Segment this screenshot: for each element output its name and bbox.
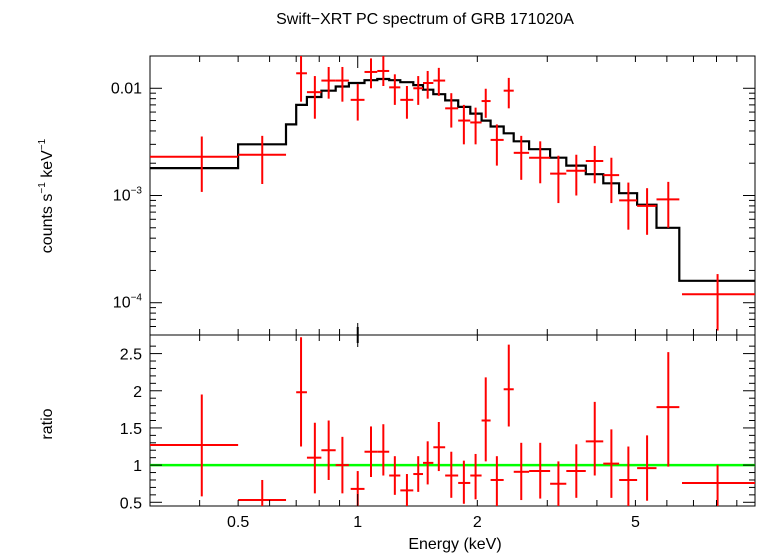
spectrum-data-point — [321, 66, 336, 99]
spectrum-data-point — [400, 86, 414, 119]
spectrum-data-point — [458, 104, 471, 145]
spectrum-data-point — [681, 274, 755, 331]
ratio-data-point — [585, 401, 604, 476]
spectrum-data-point — [585, 145, 604, 184]
ratio-data-point — [433, 421, 446, 472]
spectrum-data-point — [470, 107, 482, 145]
ratio-frame — [149, 334, 756, 507]
ratio-data-point — [364, 426, 378, 478]
ratio-data-point — [238, 479, 287, 506]
ratio-data-point — [619, 446, 638, 506]
spectrum-data-point — [389, 74, 401, 105]
ratio-y-tick-label: 2.5 — [120, 347, 142, 364]
x-axis-label: Energy (keV) — [408, 536, 501, 553]
ratio-y-tick-label: 2 — [133, 384, 142, 401]
ratio-data-point — [513, 442, 530, 501]
spectrum-data-point — [481, 88, 491, 118]
spectrum-data-point — [335, 66, 349, 102]
ratio-data-point — [400, 474, 414, 506]
spectrum-data-point — [238, 135, 287, 185]
spectrum-data-point — [413, 76, 424, 105]
ratio-data-point — [566, 444, 586, 498]
ratio-data-point — [150, 394, 239, 497]
ratio-data-point — [550, 461, 567, 506]
spectrum-data-point — [423, 70, 434, 99]
ratio-data-point — [458, 460, 471, 504]
ratio-data-point — [321, 420, 336, 480]
ratio-data-point — [445, 451, 459, 498]
ratio-data-point — [503, 344, 514, 427]
spectrum-data-point — [433, 67, 446, 96]
x-tick-label: 0.5 — [227, 514, 249, 531]
spectrum-data-point — [364, 58, 378, 89]
ratio-data-point — [335, 436, 349, 494]
y-axis-label-ratio: ratio — [39, 408, 56, 439]
spectrum-data-point — [445, 93, 459, 128]
spectrum-data-point — [306, 76, 322, 119]
ratio-panel: 0.5 1 1.5 2 2.5 0.5 1 2 5 — [120, 334, 756, 531]
y-axis-label-spectrum: counts s−1 keV−1 — [37, 138, 56, 253]
x-tick-label: 2 — [473, 514, 482, 531]
spectrum-data-point — [503, 77, 514, 109]
spectrum-data-point — [350, 83, 365, 121]
ratio-data-point — [656, 352, 680, 467]
ratio-data-point — [423, 441, 434, 485]
spectrum-data-point — [550, 155, 567, 204]
ratio-y-tick-label: 1 — [133, 458, 142, 475]
ratio-data-point — [306, 422, 322, 494]
spectrum-data-point — [656, 181, 680, 228]
spectrum-data-point — [296, 56, 307, 102]
spectrum-data-point — [619, 182, 638, 230]
spectrum-y-tick-label: 0.01 — [111, 80, 142, 97]
spectrum-frame — [149, 55, 756, 336]
spectrum-data-point — [513, 135, 530, 180]
spectrum-data-point — [603, 157, 620, 204]
spectrum-panel: 0.01 10−3 10−4 — [111, 55, 756, 343]
ratio-data-point — [481, 377, 491, 462]
spectrum-data-point — [150, 136, 239, 192]
spectrum-y-tick-label: 10−3 — [113, 186, 143, 205]
spectrum-data-point — [529, 141, 551, 184]
ratio-data-point — [603, 429, 620, 498]
x-tick-label: 1 — [353, 514, 362, 531]
spectrum-data-point — [490, 124, 504, 166]
ratio-data-point — [296, 337, 307, 447]
spectrum-y-tick-label: 10−4 — [113, 293, 143, 312]
spectrum-data-point — [566, 154, 586, 196]
ratio-data-point — [470, 453, 482, 500]
ratio-data-point — [637, 435, 657, 501]
ratio-y-tick-label: 1.5 — [120, 421, 142, 438]
x-tick-label: 5 — [631, 514, 640, 531]
spectrum-data-point — [637, 188, 657, 235]
ratio-data-point — [377, 424, 390, 476]
ratio-data-point — [490, 456, 504, 506]
spectrum-data-point — [377, 56, 390, 87]
ratio-data-point — [413, 456, 424, 492]
ratio-y-tick-label: 0.5 — [120, 495, 142, 512]
ratio-data-point — [529, 442, 551, 499]
chart-title: Swift−XRT PC spectrum of GRB 171020A — [276, 11, 574, 28]
ratio-data-point — [389, 456, 401, 495]
ratio-data-point — [681, 465, 755, 506]
